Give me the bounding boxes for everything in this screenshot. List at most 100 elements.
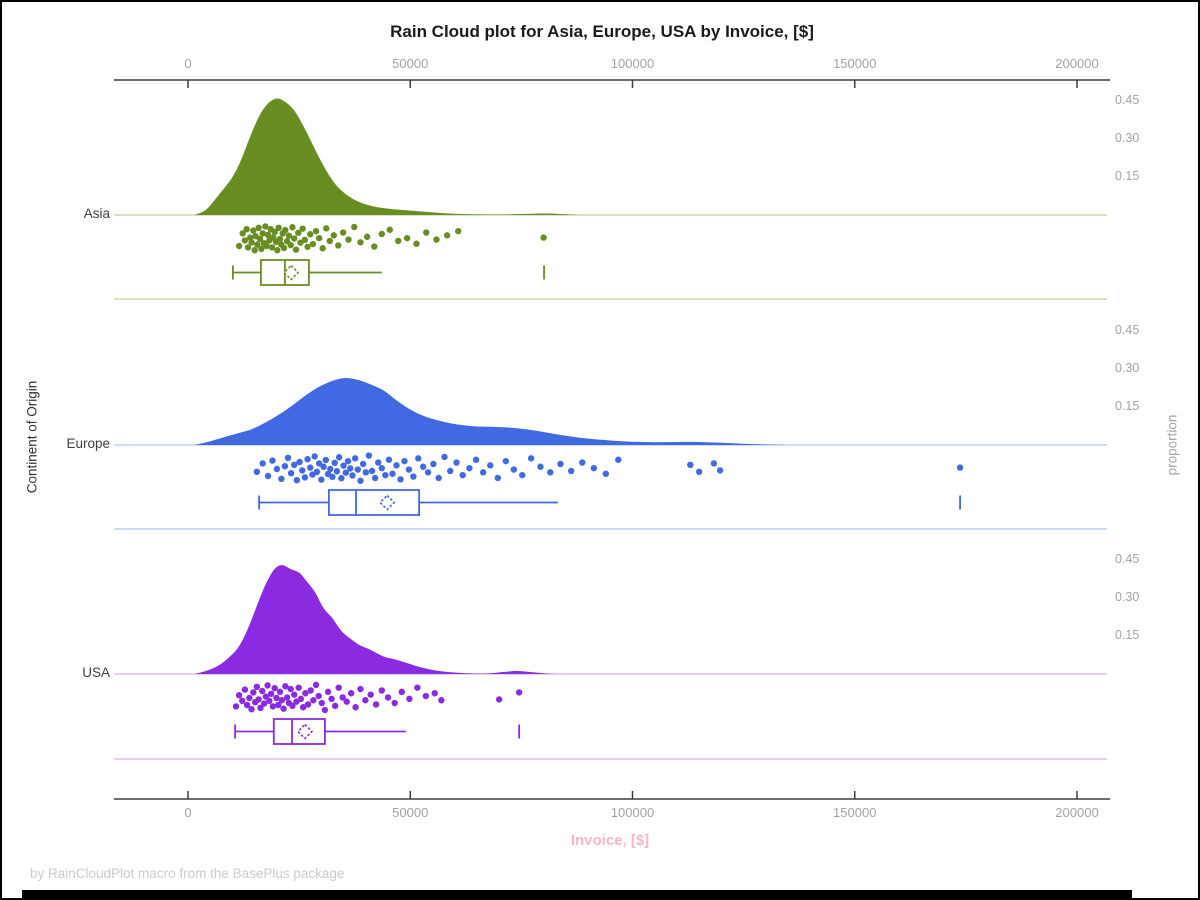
- data-point-usa: [246, 694, 253, 702]
- data-point-asia: [276, 235, 284, 243]
- data-point-europe: [385, 456, 393, 463]
- data-point-usa: [398, 688, 406, 696]
- data-point-usa: [297, 695, 305, 703]
- data-point-europe: [344, 457, 352, 465]
- top-x-tick-label: 100000: [610, 56, 655, 71]
- data-point-europe: [687, 461, 694, 468]
- data-point-europe: [710, 460, 718, 467]
- proportion-tick-label-usa: 0.45: [1115, 552, 1140, 566]
- data-point-europe: [322, 456, 329, 464]
- data-point-usa: [260, 700, 268, 707]
- data-point-asia: [339, 229, 347, 236]
- mean-diamond-asia: [282, 264, 300, 281]
- data-point-europe: [338, 475, 345, 482]
- data-point-usa: [357, 685, 364, 693]
- data-point-asia: [254, 241, 261, 248]
- data-point-europe: [453, 459, 460, 466]
- data-point-usa: [343, 698, 350, 705]
- box-usa: [272, 718, 326, 745]
- data-point-europe: [281, 463, 289, 470]
- data-point-asia: [263, 242, 270, 250]
- data-point-asia: [235, 242, 243, 250]
- top-x-tick-label: 200000: [1055, 56, 1099, 71]
- data-point-asia: [268, 244, 276, 251]
- data-point-europe: [472, 456, 480, 463]
- data-point-europe: [393, 462, 400, 469]
- data-point-asia: [299, 225, 306, 232]
- data-point-usa: [307, 687, 314, 694]
- data-point-europe: [695, 468, 703, 475]
- data-point-usa: [378, 687, 386, 694]
- data-point-asia: [335, 242, 342, 249]
- data-point-asia: [295, 229, 302, 237]
- data-point-asia: [371, 243, 378, 250]
- data-point-europe: [349, 472, 356, 479]
- data-point-europe: [362, 469, 369, 476]
- proportion-tick-label-usa: 0.15: [1115, 628, 1140, 642]
- data-point-europe: [311, 453, 318, 460]
- data-point-europe: [335, 454, 343, 461]
- data-point-usa: [438, 697, 445, 704]
- data-point-europe: [519, 471, 526, 479]
- data-point-asia: [378, 230, 386, 238]
- data-point-usa: [259, 687, 266, 695]
- data-point-asia: [403, 234, 411, 242]
- data-point-asia: [239, 230, 246, 237]
- data-point-asia: [282, 226, 289, 234]
- category-label-usa: USA: [82, 665, 110, 680]
- data-point-asia: [323, 225, 330, 232]
- mean-diamond-europe: [379, 494, 396, 511]
- data-point-usa: [275, 701, 282, 709]
- data-point-usa: [271, 685, 278, 692]
- data-point-asia: [345, 236, 352, 243]
- data-point-europe: [259, 460, 266, 467]
- data-point-usa: [352, 704, 359, 711]
- category-label-europe: Europe: [66, 436, 110, 451]
- data-point-asia: [287, 241, 294, 249]
- data-point-europe: [253, 468, 261, 475]
- data-point-asia: [275, 224, 282, 231]
- data-point-europe: [320, 463, 327, 470]
- data-point-asia: [256, 235, 264, 243]
- data-point-usa: [324, 688, 332, 696]
- data-point-europe: [716, 467, 724, 474]
- data-point-asia: [301, 236, 309, 244]
- density-curve-usa: [194, 565, 557, 674]
- data-point-usa: [257, 704, 264, 711]
- data-point-usa: [495, 696, 503, 703]
- data-point-europe: [329, 473, 336, 481]
- data-point-europe: [318, 476, 325, 483]
- bottom-x-tick-label: 0: [184, 805, 192, 820]
- data-point-usa: [239, 697, 246, 704]
- data-point-usa: [232, 703, 240, 710]
- data-point-asia: [319, 245, 326, 252]
- data-point-usa: [295, 684, 302, 691]
- data-point-europe: [301, 474, 309, 481]
- data-point-asia: [307, 231, 314, 238]
- data-point-asia: [443, 232, 451, 239]
- data-point-asia: [258, 245, 265, 252]
- data-point-asia: [285, 232, 293, 239]
- data-point-usa: [282, 683, 289, 690]
- data-point-europe: [287, 470, 295, 477]
- data-point-europe: [401, 457, 408, 465]
- data-point-usa: [362, 697, 369, 704]
- data-point-europe: [382, 471, 389, 479]
- bottom-x-tick-label: 200000: [1055, 805, 1099, 820]
- bottom-x-tick-label: 100000: [610, 805, 655, 820]
- data-point-europe: [494, 474, 502, 482]
- data-point-europe: [296, 458, 303, 466]
- data-point-europe: [313, 468, 321, 475]
- chart-title: Rain Cloud plot for Asia, Europe, USA by…: [390, 22, 814, 41]
- data-point-europe: [333, 468, 341, 475]
- bottom-x-tick-label: 50000: [392, 805, 429, 820]
- data-point-asia: [289, 224, 296, 231]
- data-point-europe: [264, 472, 272, 480]
- data-point-europe: [590, 464, 598, 472]
- chart-footnote: by RainCloudPlot macro from the BasePlus…: [30, 866, 345, 881]
- data-point-europe: [368, 467, 376, 475]
- data-point-usa: [318, 699, 325, 707]
- data-point-asia: [330, 232, 337, 239]
- data-point-usa: [278, 697, 285, 704]
